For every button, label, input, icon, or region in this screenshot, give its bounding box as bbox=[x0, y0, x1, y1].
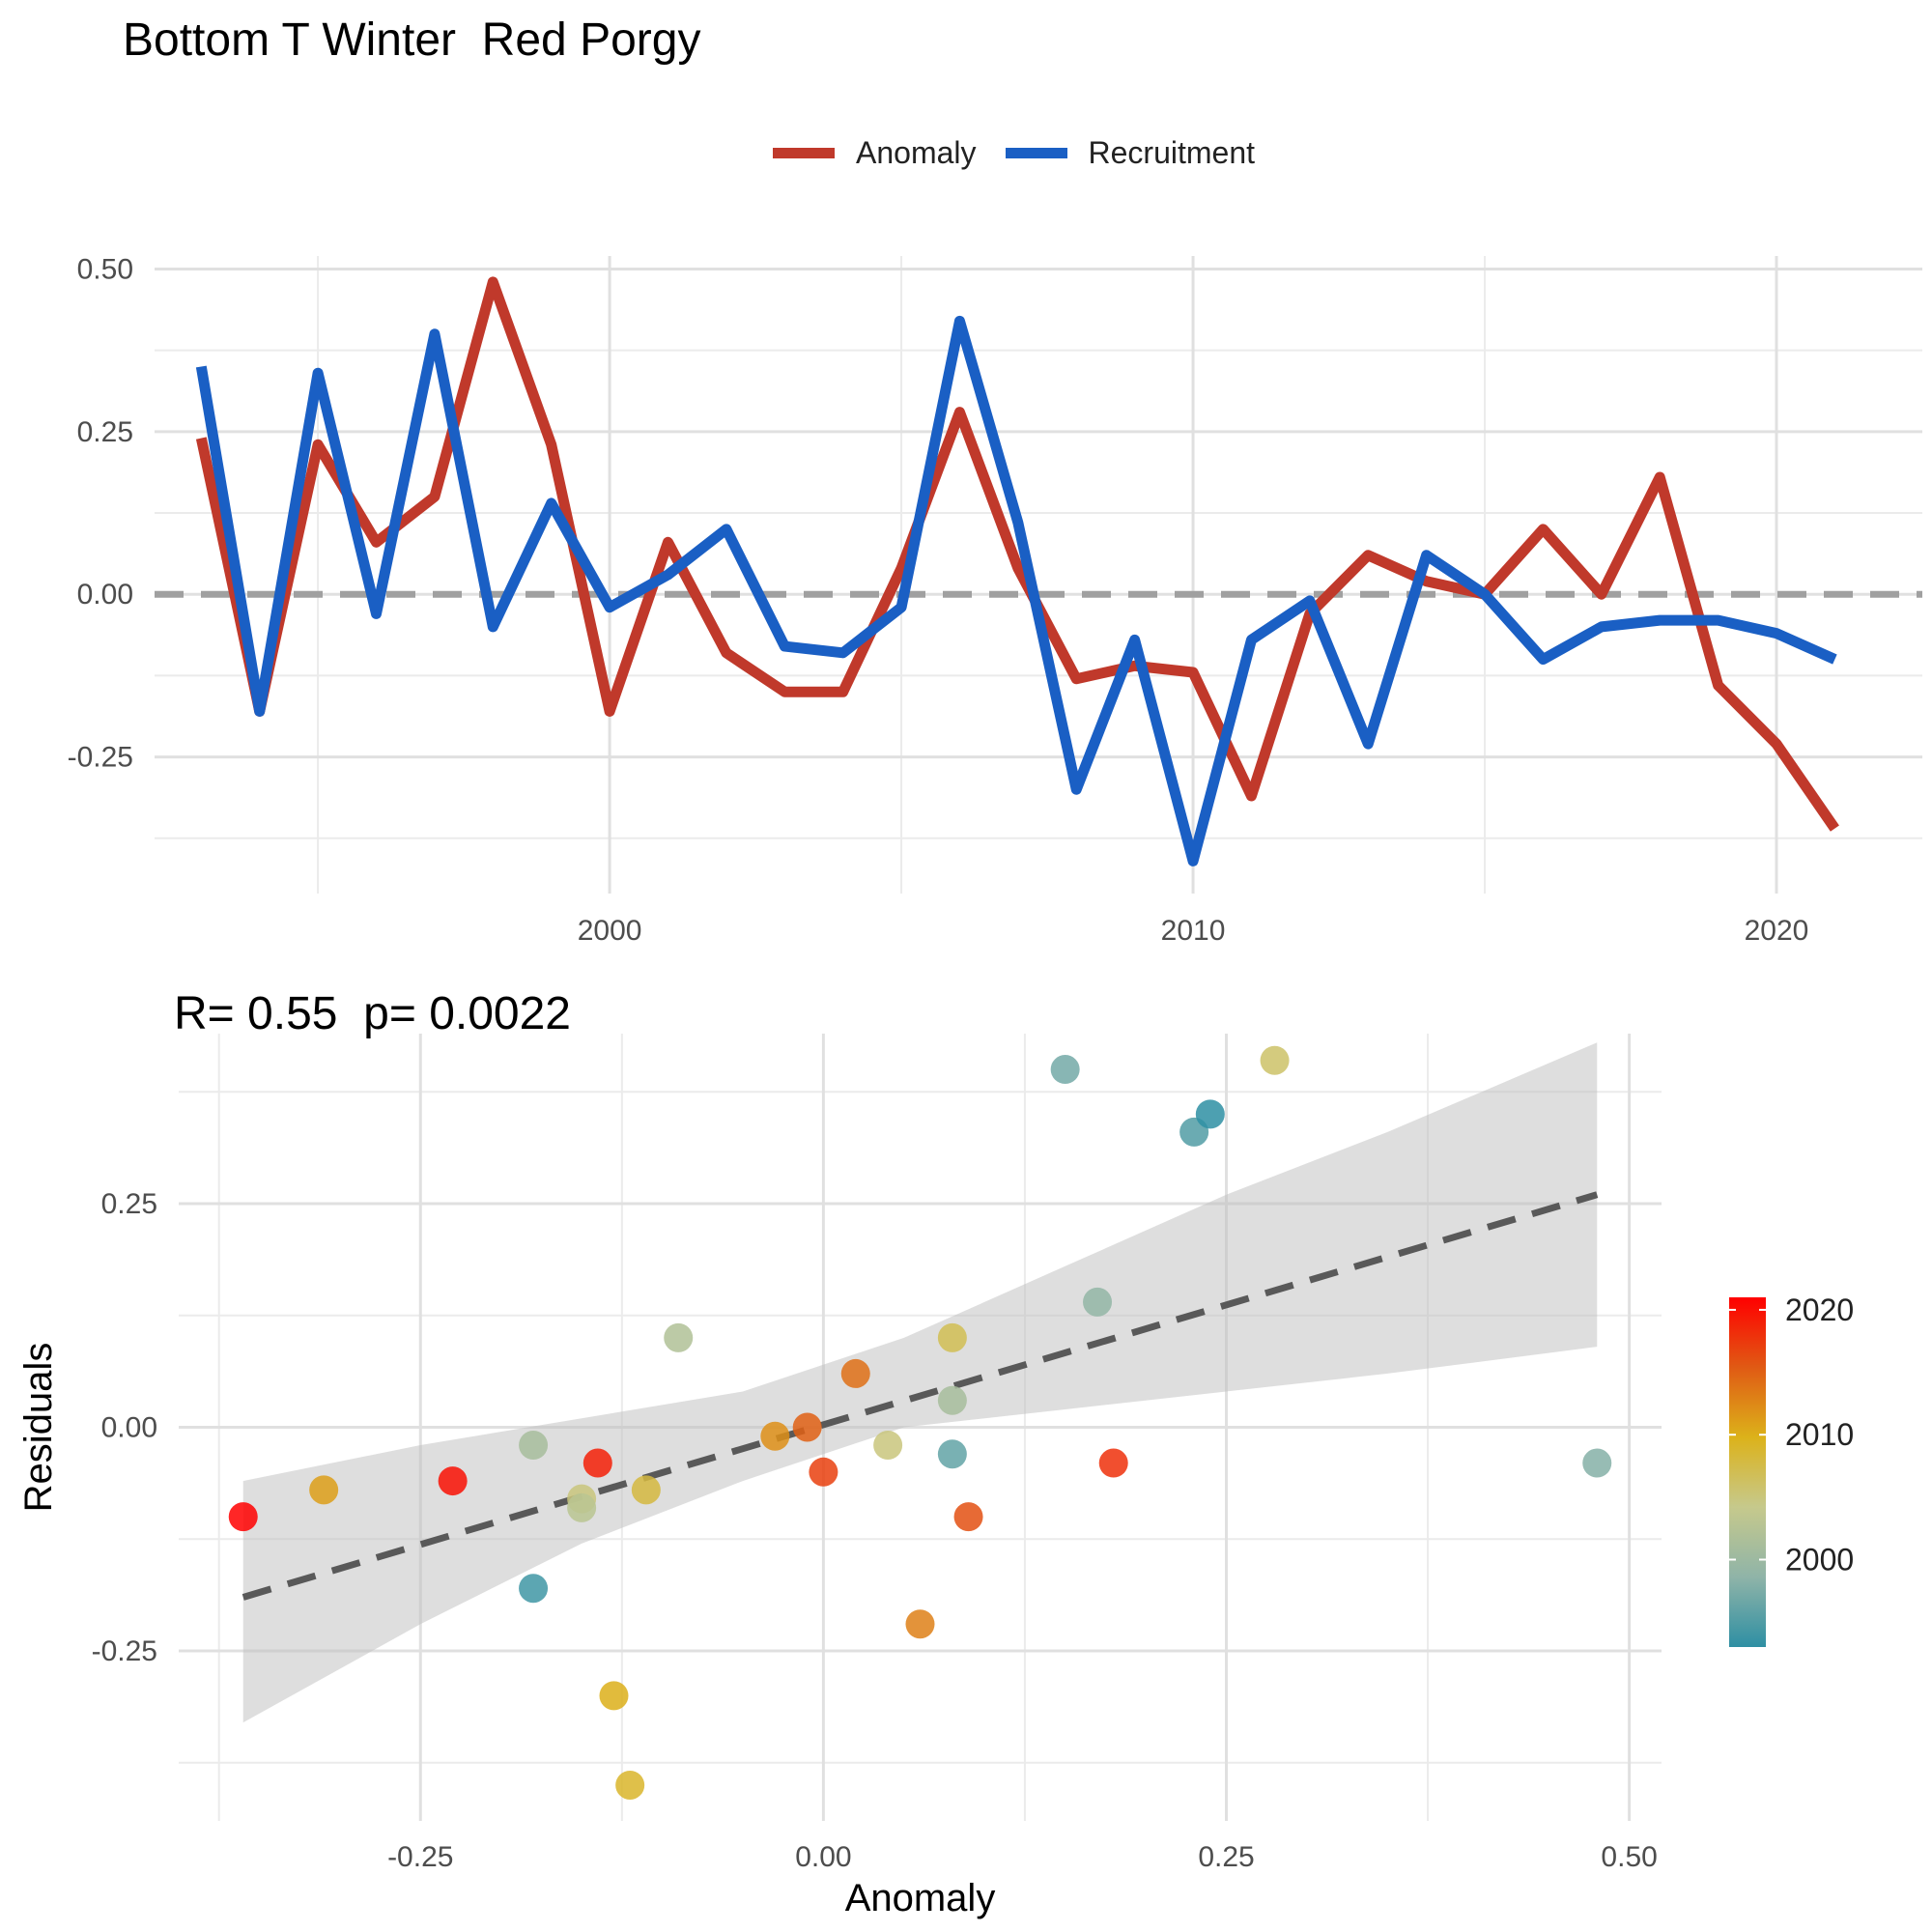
scatter-point bbox=[567, 1492, 597, 1522]
y-tick-label: -0.25 bbox=[68, 742, 133, 774]
scatter-point bbox=[937, 1385, 967, 1415]
series-line-anomaly bbox=[195, 276, 1839, 832]
regression-line bbox=[242, 1191, 1599, 1601]
colorbar bbox=[1729, 1297, 1766, 1647]
scatter-point bbox=[309, 1475, 339, 1505]
x-tick-label: 0.00 bbox=[795, 1841, 851, 1873]
page-title: Bottom T Winter Red Porgy bbox=[123, 14, 701, 66]
x-tick-label: 0.25 bbox=[1198, 1841, 1254, 1873]
legend-item-anomaly: Anomaly bbox=[773, 135, 977, 171]
x-axis-label: Anomaly bbox=[845, 1877, 996, 1919]
scatter-point bbox=[582, 1448, 612, 1478]
scatter-point bbox=[1582, 1448, 1612, 1478]
colorbar-tick-label: 2010 bbox=[1785, 1417, 1854, 1452]
scatter-point bbox=[792, 1412, 822, 1442]
y-tick-label: 0.50 bbox=[77, 253, 133, 285]
scatter-point bbox=[840, 1358, 870, 1388]
scatter-point bbox=[937, 1439, 967, 1469]
colorbar-tick-label: 2020 bbox=[1785, 1293, 1854, 1327]
scatter-point bbox=[760, 1421, 790, 1451]
scatter-point bbox=[873, 1431, 903, 1461]
scatter-point bbox=[438, 1466, 468, 1496]
y-tick-label: 0.00 bbox=[101, 1412, 157, 1444]
scatter-point bbox=[631, 1475, 661, 1505]
y-tick-label: 0.00 bbox=[77, 579, 133, 611]
x-tick-label: 2000 bbox=[578, 915, 642, 947]
scatter-point bbox=[937, 1322, 967, 1352]
scatter-point bbox=[1050, 1055, 1080, 1085]
y-axis-label: Residuals bbox=[17, 1343, 60, 1513]
legend-item-recruitment: Recruitment bbox=[1005, 134, 1256, 171]
scatter-point bbox=[905, 1609, 935, 1639]
scatter-point bbox=[809, 1457, 838, 1487]
scatter-point bbox=[664, 1322, 694, 1352]
scatter-point bbox=[1083, 1287, 1113, 1317]
x-tick-label: 2010 bbox=[1161, 915, 1226, 947]
colorbar-tick-label: 2000 bbox=[1785, 1543, 1854, 1577]
legend-key-recruitment bbox=[1005, 147, 1067, 158]
scatter-point bbox=[615, 1770, 645, 1800]
legend-label-recruitment: Recruitment bbox=[1088, 134, 1256, 170]
scatter-point bbox=[228, 1502, 258, 1532]
legend-key-anomaly bbox=[773, 147, 835, 158]
x-tick-label: -0.25 bbox=[387, 1841, 453, 1873]
series-line-recruitment bbox=[195, 315, 1837, 867]
x-tick-label: 0.50 bbox=[1601, 1841, 1657, 1873]
confidence-band bbox=[242, 1042, 1598, 1723]
x-tick-label: 2020 bbox=[1745, 915, 1809, 947]
scatter-point bbox=[519, 1574, 549, 1604]
scatter-point bbox=[953, 1502, 983, 1532]
legend-label-anomaly: Anomaly bbox=[856, 134, 977, 170]
scatter-point bbox=[1195, 1099, 1225, 1129]
scatter-title: R= 0.55 p= 0.0022 bbox=[174, 988, 571, 1039]
scatter-point bbox=[519, 1431, 549, 1461]
y-tick-label: 0.25 bbox=[101, 1188, 157, 1220]
y-tick-label: 0.25 bbox=[77, 416, 133, 448]
scatter-point bbox=[1260, 1045, 1290, 1075]
time-series-chart: -0.25 0.00 0.25 0.50 2000 2010 2020 bbox=[68, 253, 1922, 947]
top-chart-legend: Anomaly Recruitment bbox=[773, 133, 1284, 172]
y-tick-label: -0.25 bbox=[92, 1635, 157, 1667]
scatter-point bbox=[1098, 1448, 1128, 1478]
scatter-point bbox=[599, 1681, 629, 1711]
